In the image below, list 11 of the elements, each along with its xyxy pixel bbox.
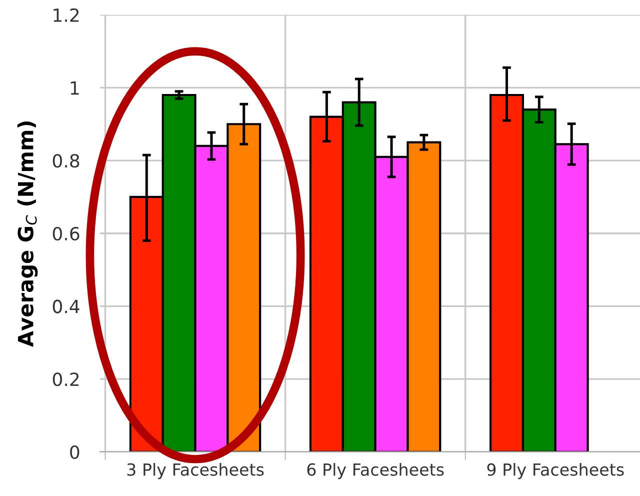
x-tick-label: 3 Ply Facesheets xyxy=(127,462,264,480)
y-tick-label: 0.2 xyxy=(52,372,79,386)
y-tick-label: 1 xyxy=(70,81,79,95)
y-tick-label: 0.4 xyxy=(52,300,80,314)
y-tick-label: 0.8 xyxy=(52,154,80,168)
x-tick-label: 9 Ply Facesheets xyxy=(487,462,624,480)
y-axis-title: Average G$_{C}$ (N/mm) xyxy=(17,122,38,347)
y-tick-label: 0.6 xyxy=(52,226,80,240)
y-tick-label: 1.2 xyxy=(54,8,79,22)
x-tick-label: 6 Ply Facesheets xyxy=(307,462,444,480)
y-tick-label: 0 xyxy=(70,445,80,459)
